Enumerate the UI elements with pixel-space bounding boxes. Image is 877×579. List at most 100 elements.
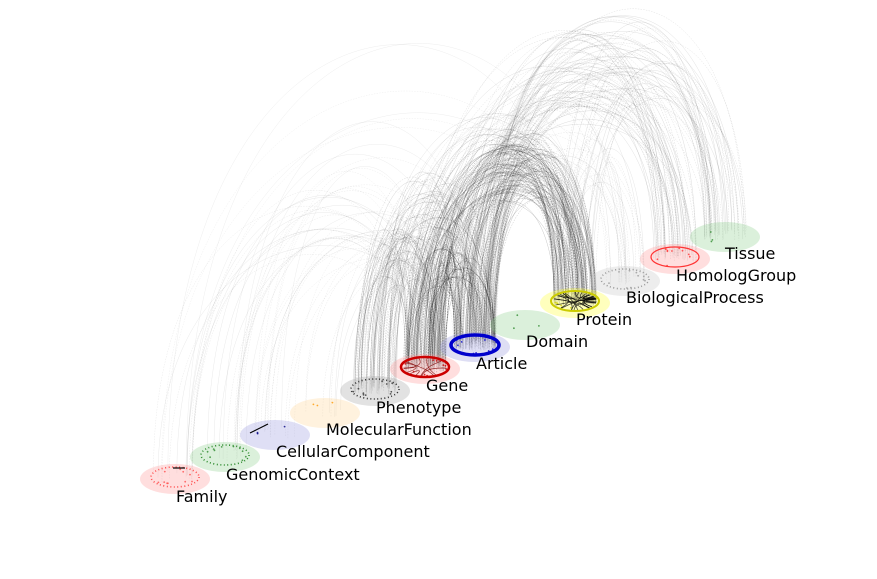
- edge-arc: [466, 42, 740, 345]
- edge-arc: [567, 40, 746, 302]
- node-dot: [220, 446, 223, 448]
- edge-arc: [422, 252, 484, 371]
- node-dot: [163, 481, 166, 483]
- edge-arc: [254, 248, 439, 436]
- node-dot: [491, 348, 494, 350]
- edge-arc: [389, 228, 412, 389]
- edge-arc: [444, 245, 457, 369]
- node-dot: [475, 352, 477, 354]
- intra-link-gene: [410, 370, 420, 376]
- edge-arc: [571, 148, 645, 306]
- edge-arc: [491, 168, 580, 342]
- halo-tissue: [690, 222, 760, 252]
- edge-arc: [258, 186, 435, 438]
- edge-arc: [437, 179, 579, 364]
- node-dot: [445, 368, 448, 370]
- edge-arc: [429, 268, 496, 369]
- node-dot: [256, 431, 259, 434]
- edge-arc: [356, 236, 472, 385]
- edge-arc: [388, 224, 455, 388]
- edge-arc: [429, 166, 555, 370]
- edge-arc: [406, 102, 675, 363]
- edge-arc: [553, 103, 718, 302]
- edge-arc: [354, 232, 440, 392]
- edge-arc: [481, 35, 713, 351]
- node-dot: [666, 250, 669, 253]
- edge-arc: [483, 149, 587, 351]
- edge-arc: [430, 124, 694, 365]
- edge-arc: [406, 286, 464, 372]
- node-dot: [316, 404, 319, 407]
- label-phenotype: Phenotype: [376, 398, 461, 417]
- edge-arc: [294, 235, 428, 437]
- label-domain: Domain: [526, 332, 588, 351]
- edge-arc: [480, 143, 573, 344]
- edge-arc: [161, 90, 577, 483]
- edge-arc: [445, 162, 575, 370]
- edge-arc: [256, 171, 424, 430]
- edge-arc: [453, 144, 576, 343]
- edge-arc: [377, 184, 468, 390]
- node-dot: [516, 314, 519, 317]
- node-dot: [608, 282, 610, 284]
- edge-arc: [366, 260, 431, 393]
- edge-arc: [185, 43, 593, 478]
- node-dot: [385, 383, 388, 385]
- node-dot: [191, 480, 193, 483]
- node-dot: [238, 447, 241, 450]
- intra-link-protein: [585, 299, 597, 302]
- edge-arc: [383, 257, 441, 391]
- label-gene: Gene: [426, 376, 468, 395]
- node-dot: [626, 287, 628, 289]
- edge-arc: [455, 85, 713, 349]
- halo-domain: [490, 310, 560, 340]
- node-dot: [184, 480, 187, 483]
- node-dot: [560, 304, 562, 307]
- edge-arc: [381, 128, 597, 390]
- edge-arc: [556, 95, 747, 306]
- edge-arc: [563, 182, 635, 307]
- edge-arc: [285, 240, 485, 437]
- intra-link-protein: [574, 291, 580, 297]
- edge-arc: [456, 185, 573, 346]
- edge-arc: [441, 167, 556, 365]
- edge-arc: [431, 266, 462, 369]
- edge-arc: [389, 234, 412, 385]
- edge-arc: [378, 263, 408, 389]
- edge-arc: [427, 198, 593, 363]
- edge-arc: [494, 103, 671, 344]
- edge-arc: [322, 262, 474, 417]
- edge-arc: [389, 272, 415, 395]
- edge-arc: [462, 149, 585, 344]
- label-article: Article: [476, 354, 527, 373]
- edge-arc: [359, 258, 437, 384]
- node-dot: [212, 448, 215, 450]
- edge-arc: [359, 239, 477, 390]
- edge-arc: [558, 88, 719, 305]
- intra-link-protein: [559, 294, 597, 303]
- edge-arc: [458, 98, 608, 350]
- edge-arc: [167, 44, 571, 472]
- ring-genomic-context: [200, 444, 250, 466]
- halo-homolog-group: [640, 244, 710, 274]
- edge-arc: [234, 237, 409, 451]
- edge-arc: [431, 153, 581, 365]
- node-dot: [352, 390, 355, 393]
- edge-arc: [391, 228, 481, 384]
- edge-arc: [445, 163, 587, 367]
- node-dot: [711, 239, 714, 241]
- edge-arc: [405, 264, 483, 369]
- node-dot: [681, 249, 684, 252]
- node-dot: [241, 450, 244, 453]
- edge-arc: [481, 19, 715, 341]
- edge-arc: [381, 221, 459, 387]
- edge-arc: [328, 252, 460, 413]
- edge-arc: [269, 231, 454, 436]
- edge-arc: [408, 162, 596, 368]
- edge-arc: [489, 146, 562, 342]
- node-dot: [644, 279, 646, 282]
- edge-arc: [493, 151, 596, 340]
- node-dot: [513, 327, 515, 330]
- label-cellular-component: CellularComponent: [276, 442, 430, 461]
- edge-arc: [471, 81, 661, 341]
